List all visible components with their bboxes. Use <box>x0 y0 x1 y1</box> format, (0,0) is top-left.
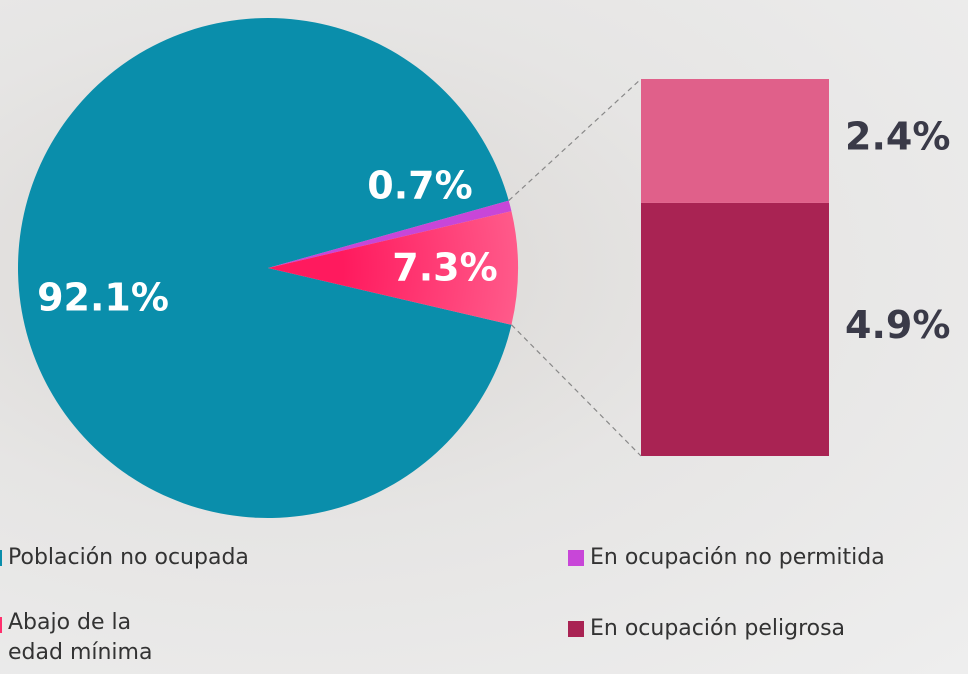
legend-item: En ocupación no permitida <box>568 541 885 575</box>
connector <box>508 78 642 202</box>
slice-label: 7.3% <box>392 246 497 290</box>
legend-label: Abajo de la edad mínima <box>8 610 153 665</box>
legend-swatch <box>568 621 584 637</box>
legend-item: Abajo de la edad mínima <box>0 608 186 668</box>
pie-slice <box>268 200 512 268</box>
legend-label: En ocupación no permitida <box>590 545 885 570</box>
pie-slice <box>18 17 512 518</box>
legend-swatch <box>0 550 2 566</box>
legend-item: Población no ocupada <box>0 541 249 575</box>
slice-label: 92.1% <box>37 276 169 320</box>
pie-slice <box>268 211 518 325</box>
legend-swatch <box>568 550 584 566</box>
legend-label: En ocupación peligrosa <box>590 616 846 641</box>
legend-label: Población no ocupada <box>8 545 249 570</box>
bar-segment <box>641 202 829 456</box>
connector <box>511 324 642 457</box>
legend-item: En ocupación peligrosa <box>568 612 845 646</box>
bar-label: 4.9% <box>845 303 950 347</box>
bar-label: 2.4% <box>845 114 950 158</box>
legend-swatch <box>0 617 2 633</box>
bar-segment <box>641 79 829 203</box>
slice-label: 0.7% <box>367 164 472 208</box>
